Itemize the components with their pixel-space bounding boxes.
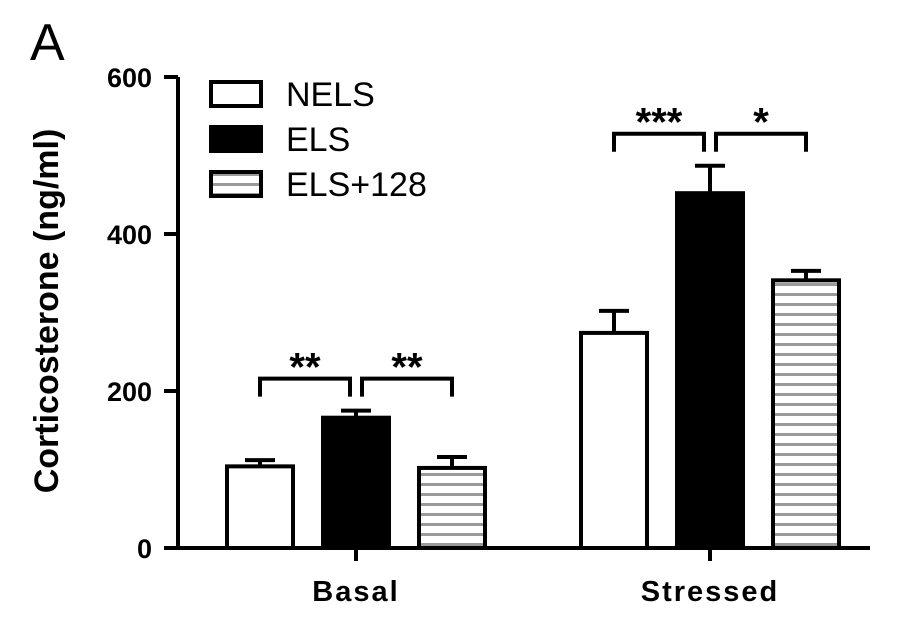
- panel-letter: A: [30, 14, 65, 72]
- legend-swatch-els-128: [209, 170, 263, 198]
- bar-els-128-stressed: [771, 278, 841, 550]
- legend-swatch-nels: [209, 80, 263, 108]
- significance-label: *: [753, 101, 769, 145]
- x-category-label: Basal: [312, 576, 399, 608]
- bar-els-basal: [321, 415, 391, 550]
- significance-label: **: [289, 346, 321, 390]
- legend-swatch-els: [209, 125, 263, 153]
- bars: [225, 191, 841, 550]
- y-tick-label: 600: [107, 63, 152, 93]
- error-bars: [245, 163, 821, 468]
- significance-bracket: [258, 376, 352, 397]
- bar-nels-stressed: [579, 330, 649, 550]
- bar-els-stressed: [675, 191, 745, 550]
- x-category-label: Stressed: [641, 576, 780, 608]
- significance-bracket: [714, 131, 808, 152]
- y-tick-label: 200: [107, 377, 152, 407]
- significance-bracket: [360, 376, 454, 397]
- significance-annotations: ** ***** *: [258, 101, 808, 397]
- significance-label: **: [391, 346, 423, 390]
- significance-label: ***: [636, 101, 683, 145]
- legend-label: NELS: [286, 76, 375, 114]
- bar-nels-basal: [225, 464, 295, 550]
- x-category-labels: Basal Stressed: [312, 576, 780, 608]
- y-axis-label: Corticosterone (ng/ml): [28, 129, 66, 494]
- y-ticks: 0 200 400 600: [107, 63, 178, 564]
- bar-els-128-basal: [417, 465, 487, 550]
- legend: NELS ELS ELS+128: [209, 76, 427, 204]
- significance-bracket: [612, 131, 706, 152]
- y-tick-label: 400: [107, 220, 152, 250]
- legend-label: ELS: [286, 121, 350, 159]
- legend-label: ELS+128: [286, 166, 427, 204]
- y-tick-label: 0: [137, 534, 152, 564]
